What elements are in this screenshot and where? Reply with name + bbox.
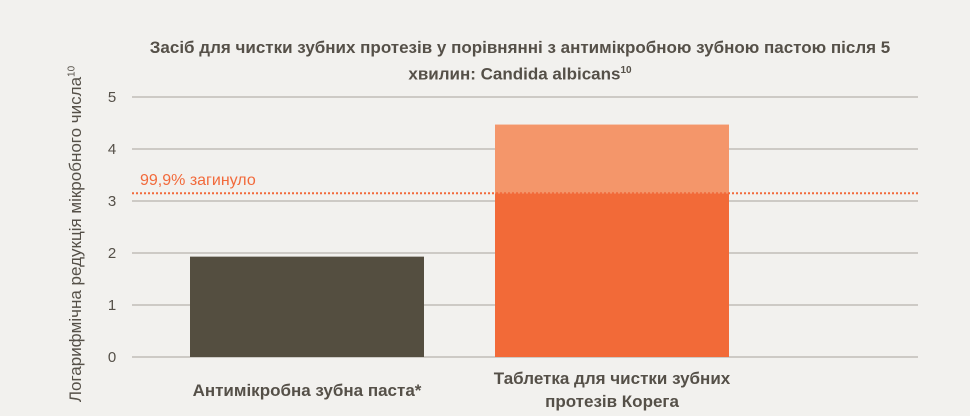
y-tick-label-5: 5 xyxy=(108,89,116,106)
category-label-paste: Антимікробна зубна паста* xyxy=(192,381,422,400)
y-tick-label-0: 0 xyxy=(108,349,116,366)
y-tick-label-4: 4 xyxy=(108,141,116,158)
chart-title: Засіб для чистки зубних протезів у порів… xyxy=(120,36,920,86)
y-tick-label-1: 1 xyxy=(108,297,116,314)
y-tick-label-2: 2 xyxy=(108,245,116,262)
y-tick-label-3: 3 xyxy=(108,193,116,210)
threshold-label: 99,9% загинуло xyxy=(140,172,256,189)
chart-title-text: Засіб для чистки зубних протезів у порів… xyxy=(149,38,891,84)
bar-tablet-lower xyxy=(495,193,729,357)
bar-tablet-upper xyxy=(495,124,729,194)
bar-paste xyxy=(190,256,424,357)
category-label-tablet: Таблетка для чистки зубних протезів Коре… xyxy=(493,369,731,411)
chart-title-superscript: 10 xyxy=(620,65,632,76)
